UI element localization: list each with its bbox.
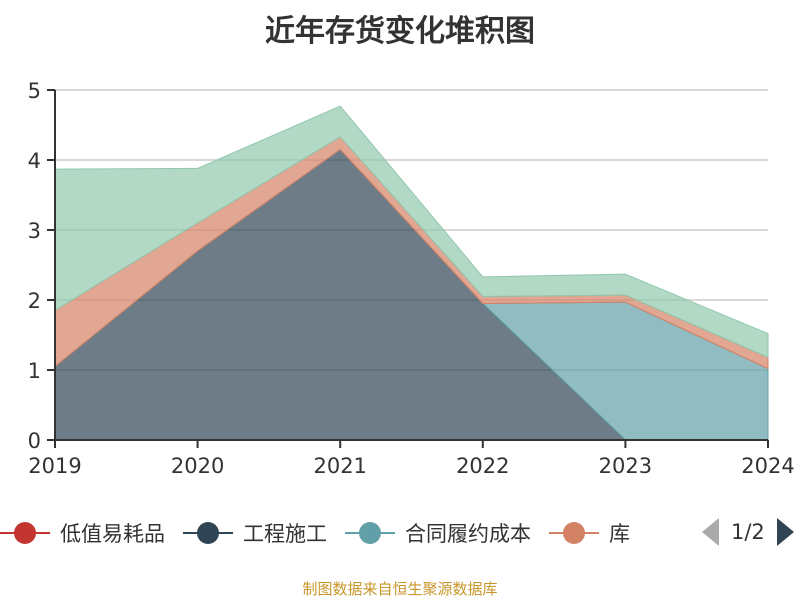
x-tick-label: 2020 xyxy=(171,454,224,478)
chart-title: 近年存货变化堆积图 xyxy=(265,14,535,49)
y-tick-label: 1 xyxy=(28,359,41,383)
legend-next-page-icon[interactable] xyxy=(776,518,794,546)
y-tick-label: 5 xyxy=(28,79,41,103)
y-tick-label: 3 xyxy=(28,219,41,243)
x-tick-label: 2022 xyxy=(456,454,509,478)
y-tick-label: 2 xyxy=(28,289,41,313)
legend-item[interactable]: 工程施工 xyxy=(183,518,327,548)
legend-page-indicator: 1/2 xyxy=(731,520,765,544)
data-source-note: 制图数据来自恒生聚源数据库 xyxy=(302,580,498,598)
y-tick-label: 0 xyxy=(28,429,41,453)
legend-item[interactable]: 低值易耗品 xyxy=(0,518,165,548)
legend-marker-icon xyxy=(0,521,50,545)
legend-label: 工程施工 xyxy=(243,522,327,546)
legend-item[interactable]: 合同履约成本 xyxy=(345,518,531,548)
x-tick-label: 2023 xyxy=(599,454,652,478)
legend-label: 库 xyxy=(609,522,630,546)
legend: 低值易耗品 工程施工 合同履约成本 库 xyxy=(0,518,648,548)
legend-pager: 1/2 xyxy=(702,518,794,546)
legend-marker-icon xyxy=(345,521,395,545)
legend-marker-icon xyxy=(183,521,233,545)
x-tick-label: 2021 xyxy=(313,454,366,478)
legend-item[interactable]: 库 xyxy=(549,518,630,548)
x-tick-label: 2019 xyxy=(28,454,81,478)
area-series-4 xyxy=(54,105,769,359)
x-tick-label: 2024 xyxy=(741,454,794,478)
area-chart: 0 1 2 3 4 5 2019 2020 2021 2022 2023 2024 xyxy=(28,79,795,478)
legend-label: 低值易耗品 xyxy=(60,522,165,546)
legend-marker-icon xyxy=(549,521,599,545)
legend-prev-page-icon[interactable] xyxy=(702,518,719,546)
y-tick-label: 4 xyxy=(28,149,41,173)
legend-label: 合同履约成本 xyxy=(405,522,531,546)
